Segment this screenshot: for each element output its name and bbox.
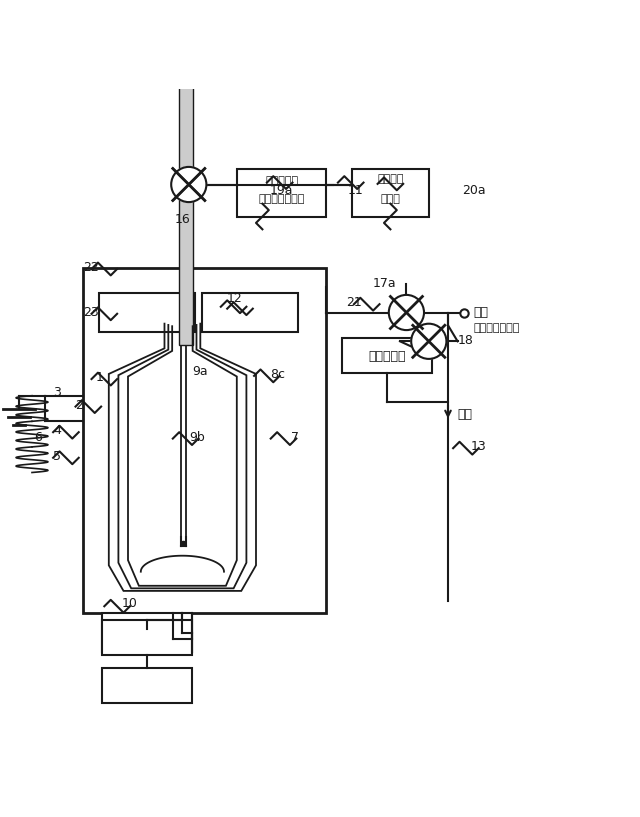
Text: （リークガス）: （リークガス） <box>474 324 520 333</box>
FancyBboxPatch shape <box>99 293 195 332</box>
Text: 16: 16 <box>175 213 190 226</box>
Text: 17a: 17a <box>372 277 396 290</box>
Text: 8c: 8c <box>270 368 285 381</box>
Text: 空気: 空気 <box>474 306 488 319</box>
Text: 11: 11 <box>348 185 363 198</box>
Text: 9b: 9b <box>189 431 205 444</box>
Text: 5: 5 <box>52 450 61 463</box>
Text: 13: 13 <box>470 440 486 453</box>
Text: 9a: 9a <box>192 365 207 378</box>
Text: 20a: 20a <box>462 185 485 198</box>
Text: 12: 12 <box>227 292 243 305</box>
Text: 1: 1 <box>95 371 103 384</box>
Text: 6: 6 <box>34 431 42 444</box>
FancyBboxPatch shape <box>102 614 192 652</box>
FancyBboxPatch shape <box>352 168 429 217</box>
FancyBboxPatch shape <box>237 168 326 217</box>
Text: 19a: 19a <box>270 185 293 198</box>
Text: 排気: 排気 <box>458 408 472 422</box>
Text: 22: 22 <box>83 261 99 275</box>
Circle shape <box>388 295 424 330</box>
Circle shape <box>412 324 447 359</box>
FancyBboxPatch shape <box>102 667 192 703</box>
Text: 23: 23 <box>83 306 99 319</box>
FancyBboxPatch shape <box>102 620 192 655</box>
Circle shape <box>172 167 206 202</box>
Text: 4: 4 <box>53 424 61 437</box>
FancyBboxPatch shape <box>179 0 193 345</box>
Text: コントローラー: コントローラー <box>259 194 305 203</box>
FancyBboxPatch shape <box>83 268 326 614</box>
Text: 発生源: 発生源 <box>380 194 401 203</box>
Text: 18: 18 <box>458 333 474 346</box>
FancyBboxPatch shape <box>202 293 298 332</box>
Text: 21: 21 <box>346 297 362 310</box>
Text: 7: 7 <box>291 431 300 444</box>
Text: マスフロー: マスフロー <box>265 176 298 186</box>
Text: 3: 3 <box>53 386 61 399</box>
FancyBboxPatch shape <box>342 338 432 373</box>
Text: 10: 10 <box>122 597 138 610</box>
Text: 原料ガス: 原料ガス <box>377 174 404 185</box>
Text: 2: 2 <box>76 399 83 412</box>
Text: 真空ポンプ: 真空ポンプ <box>369 350 406 363</box>
